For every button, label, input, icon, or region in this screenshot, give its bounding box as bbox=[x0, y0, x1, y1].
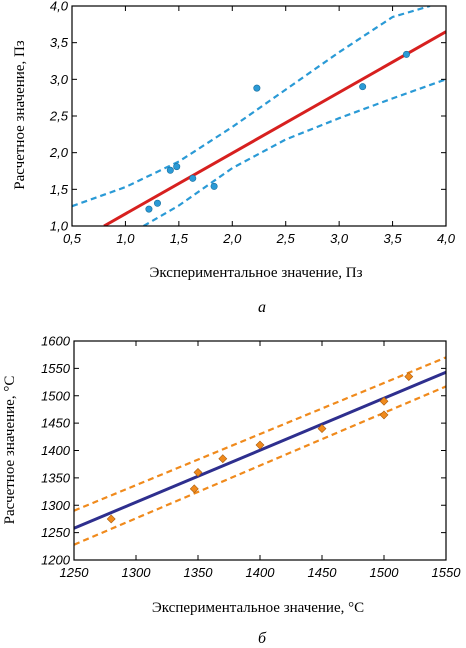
data-point bbox=[166, 166, 174, 174]
y-tick-labels-b: 1200 1250 1300 1350 1400 1450 1500 1550 1600 bbox=[41, 334, 71, 568]
x-tick-label: 0,5 bbox=[63, 231, 82, 246]
x-tick-labels-a: 0,5 1,0 1,5 2,0 2,5 3,0 3,5 4,0 bbox=[63, 231, 456, 246]
data-point bbox=[379, 396, 389, 406]
data-points-a bbox=[145, 50, 410, 213]
panel-label-b: б bbox=[258, 630, 267, 647]
y-tick-label: 3,0 bbox=[50, 72, 69, 87]
data-point bbox=[218, 454, 228, 464]
data-point bbox=[189, 174, 197, 182]
tick-marks-b bbox=[73, 340, 447, 561]
data-point bbox=[404, 372, 414, 382]
x-tick-label: 4,0 bbox=[437, 231, 456, 246]
panel-label-a: а bbox=[258, 299, 266, 316]
tick-marks-a bbox=[71, 5, 447, 227]
x-tick-label: 2,5 bbox=[276, 231, 296, 246]
y-axis-label-a: Расчетное значение, Пз bbox=[12, 40, 28, 189]
y-axis-label-b: Расчетное значение, °С bbox=[2, 376, 18, 525]
regression-line-b bbox=[74, 370, 446, 530]
fit-line-b bbox=[74, 370, 446, 530]
x-tick-label: 1550 bbox=[432, 565, 462, 580]
x-tick-label: 1300 bbox=[122, 565, 152, 580]
x-tick-label: 1500 bbox=[370, 565, 400, 580]
x-axis-label-a: Экспериментальное значение, Пз bbox=[149, 265, 362, 281]
upper-bound-line-b bbox=[74, 356, 446, 512]
regression-line-a bbox=[103, 30, 446, 226]
y-tick-label: 1300 bbox=[41, 498, 71, 513]
y-tick-label: 3,5 bbox=[50, 35, 69, 50]
y-tick-label: 1,0 bbox=[50, 219, 69, 234]
data-point bbox=[145, 205, 153, 213]
x-tick-label: 1,0 bbox=[116, 231, 135, 246]
chart-a: 0,5 1,0 1,5 2,0 2,5 3,0 3,5 4,0 1,01,52,02,53,0… bbox=[12, 0, 456, 316]
y-tick-label: 2,0 bbox=[49, 145, 69, 160]
data-point bbox=[379, 410, 389, 420]
fit-line-a bbox=[103, 30, 446, 226]
y-tick-label: 1400 bbox=[41, 443, 71, 458]
confidence-bounds-a bbox=[72, 6, 446, 226]
data-points-b bbox=[106, 372, 414, 524]
chart-b: 1250 1300 1350 1400 1450 1500 1550 12001250130… bbox=[2, 334, 461, 648]
data-point bbox=[402, 50, 410, 58]
confidence-bounds-b bbox=[74, 356, 446, 546]
y-tick-label: 4,0 bbox=[50, 0, 69, 14]
y-tick-labels-a: 1,0 1,5 2,0 2,5 3,0 3,5 4,0 bbox=[49, 0, 69, 234]
x-tick-label: 1350 bbox=[184, 565, 214, 580]
data-point bbox=[253, 84, 261, 92]
upper-bound-line-a bbox=[72, 6, 431, 208]
x-axis-label-b: Экспериментальное значение, °С bbox=[152, 600, 364, 616]
x-tick-label: 2,0 bbox=[222, 231, 242, 246]
y-tick-label: 1250 bbox=[41, 525, 71, 540]
y-tick-label: 1550 bbox=[41, 361, 71, 376]
x-tick-label: 3,5 bbox=[384, 231, 403, 246]
data-point bbox=[153, 199, 161, 207]
x-tick-label: 1250 bbox=[60, 565, 90, 580]
data-point bbox=[255, 440, 265, 450]
y-tick-label: 2,5 bbox=[49, 109, 69, 124]
data-point bbox=[189, 484, 199, 494]
data-point bbox=[210, 182, 218, 190]
y-tick-label: 1450 bbox=[41, 416, 71, 431]
data-point bbox=[106, 514, 116, 524]
data-point bbox=[359, 83, 367, 91]
x-tick-label: 1,5 bbox=[170, 231, 189, 246]
x-tick-label: 1400 bbox=[246, 565, 276, 580]
lower-bound-line-a bbox=[143, 78, 446, 226]
x-tick-label: 1450 bbox=[308, 565, 338, 580]
x-tick-labels-b: 1250 1300 1350 1400 1450 1500 1550 bbox=[60, 565, 462, 580]
data-point bbox=[317, 424, 327, 434]
data-point bbox=[173, 163, 181, 171]
x-tick-label: 3,0 bbox=[330, 231, 349, 246]
y-tick-label: 1500 bbox=[41, 388, 71, 403]
lower-bound-line-b bbox=[74, 385, 446, 546]
plot-frame-a bbox=[71, 5, 447, 227]
y-tick-label: 1,5 bbox=[50, 182, 69, 197]
y-tick-label: 1350 bbox=[41, 470, 71, 485]
data-point bbox=[193, 467, 203, 477]
y-tick-label: 1600 bbox=[41, 334, 71, 349]
y-tick-label: 1200 bbox=[41, 553, 71, 568]
